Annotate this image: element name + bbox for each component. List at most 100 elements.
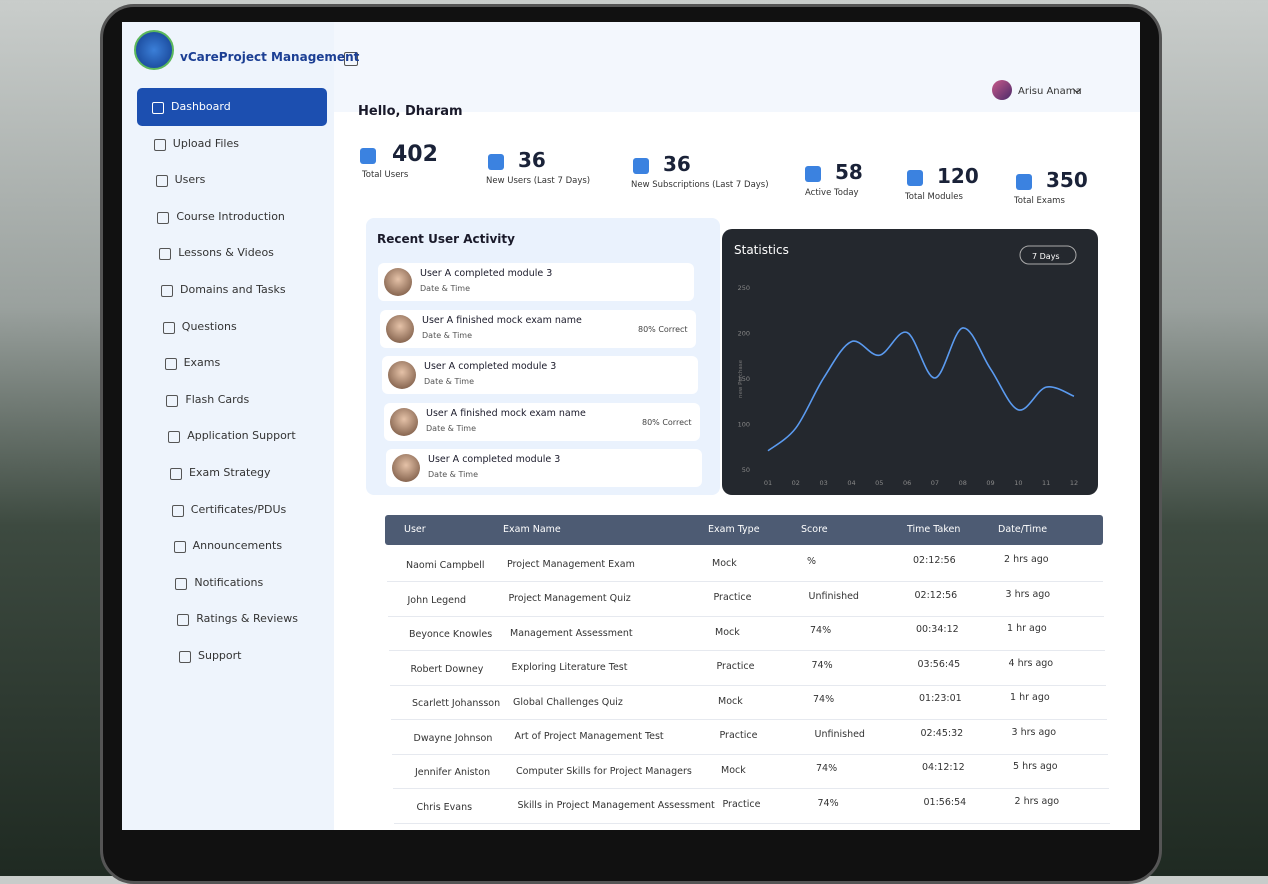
table-cell: Mock [715,626,740,638]
table-cell: Naomi Campbell [406,560,485,571]
x-tick-label: 05 [875,479,883,487]
table-cell: 4 hrs ago [1008,657,1054,669]
menu-item[interactable]: Lessons & Videos [178,246,274,260]
x-tick-label: 01 [764,479,772,487]
stat-icon [907,170,923,186]
activity-card: User A finished mock exam name Date & Tim… [380,309,696,348]
table-cell: Beyonce Knowles [409,629,493,640]
stat-icon [633,158,649,174]
statistics-title: Statistics [734,243,789,257]
menu-toggle[interactable] [344,52,358,66]
y-tick-label: 100 [738,421,750,429]
activity-text: User A finished mock exam name [426,407,586,419]
table-cell: Mock [721,764,746,776]
menu-item[interactable]: Questions [181,319,237,333]
x-tick-label: 04 [847,479,855,487]
menu-item[interactable]: Dashboard [171,100,231,113]
table-divider [390,684,1106,686]
table-cell: Global Challenges Quiz [513,696,623,708]
table-cell: Practice [722,799,761,811]
activity-extra: 80% Correct [638,324,688,334]
menu-item[interactable]: Application Support [187,429,296,443]
activity-avatar [384,268,412,296]
activity-card: User A completed module 3 Date & Time [382,356,698,394]
table-header: Time Taken [907,524,961,535]
table-cell: 74% [817,797,839,809]
menu-item[interactable]: Exam Strategy [189,466,271,479]
x-tick-label: 06 [903,479,911,487]
stat-value: 350 [1046,168,1088,192]
activity-card: User A finished mock exam name Date & Tim… [384,402,700,441]
menu-icon [164,358,177,371]
menu-icon [171,504,184,517]
menu-icon [162,321,175,334]
user-name[interactable]: Arisu Anama [1018,86,1082,97]
x-tick-label: 10 [1014,479,1022,487]
table-cell: Chris Evans [416,801,473,813]
activity-avatar [388,361,416,389]
table-cell: Mock [718,695,743,707]
stat-icon [805,166,821,182]
table-cell: 2 hrs ago [1014,795,1060,807]
stat-icon [488,154,504,170]
x-tick-label: 07 [931,479,939,487]
table-cell: 74% [811,659,833,671]
table-divider [387,581,1103,582]
table-cell: 01:23:01 [919,693,962,705]
greeting: Hello, Dharam [358,104,463,119]
table-cell: 00:34:12 [916,624,959,636]
range-button-label: 7 Days [1032,252,1060,261]
table-cell: Mock [712,557,737,569]
table-cell: 74% [810,625,832,637]
menu-icon [157,211,170,224]
menu-icon [161,285,173,297]
range-button[interactable] [1019,245,1077,265]
activity-avatar [392,454,420,482]
avatar [992,80,1012,100]
table-cell: Practice [716,661,755,673]
table-cell: Computer Skills for Project Managers [516,765,692,777]
table-cell: 74% [813,694,835,706]
menu-item[interactable]: Course Introduction [176,209,285,223]
table-cell: John Legend [407,594,467,606]
activity-sub: Date & Time [426,423,477,433]
statistics-panel [722,229,1098,495]
activity-text: User A completed module 3 [424,361,557,372]
x-tick-label: 12 [1070,479,1078,487]
table-divider [388,615,1104,617]
menu-item[interactable]: Flash Cards [185,392,250,406]
table-header: Date/Time [998,524,1048,535]
table-cell: 74% [816,763,838,775]
menu-item[interactable]: Exams [183,356,221,370]
stat-label: Active Today [805,188,859,198]
y-axis-label: new Purchase [738,359,744,398]
menu-item[interactable]: Ratings & Reviews [196,612,298,626]
x-tick-label: 09 [986,479,994,487]
x-tick-label: 03 [819,479,827,487]
menu-item[interactable]: Domains and Tasks [180,283,286,296]
stat-value: 120 [937,164,979,188]
table-cell: 1 hr ago [1010,692,1050,703]
table-divider [391,719,1107,720]
menu-item[interactable]: Upload Files [172,136,239,150]
table-cell: 02:45:32 [920,727,964,739]
menu-icon [177,614,190,627]
stat-label: Total Modules [905,192,963,202]
table-header: Exam Name [503,524,561,535]
table-cell: 01:56:54 [923,796,967,808]
menu-item[interactable]: Support [198,649,242,662]
table-cell: Exploring Literature Test [511,662,628,674]
menu-item[interactable]: Users [174,173,206,187]
statistics-chart: Statistics 7 Days 50 100 150 200 250 01 02 03 04 05… [722,229,1098,495]
table-cell: 04:12:12 [922,762,965,774]
menu-item[interactable]: Certificates/PDUs [190,502,287,516]
menu-item[interactable]: Announcements [192,539,283,553]
table-cell: Project Management Exam [507,558,635,570]
activity-sub: Date & Time [424,377,475,386]
x-tick-label: 08 [959,479,967,487]
topbar [334,22,1140,112]
table-cell: 2 hrs ago [1004,554,1049,565]
table-cell: 3 hrs ago [1011,726,1057,738]
menu-item[interactable]: Notifications [194,575,264,589]
